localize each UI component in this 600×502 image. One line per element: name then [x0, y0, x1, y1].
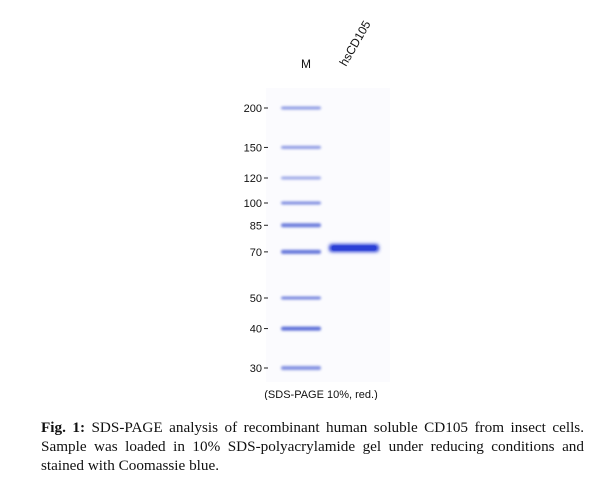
marker-band [281, 249, 321, 254]
gel-note: (SDS-PAGE 10%, red.) [264, 389, 378, 400]
marker-band [281, 176, 321, 180]
mw-label: 40 [250, 324, 262, 336]
mw-label: 85 [250, 220, 262, 232]
sample-lane [329, 244, 379, 253]
sds-page-gel-figure: M hsCD105 200 150 120 100 85 70 50 40 30 (SDS-PA… [243, 17, 390, 400]
lane-label-marker: M [301, 57, 311, 71]
marker-band [281, 296, 321, 300]
mw-label: 100 [244, 198, 262, 210]
marker-lane [281, 106, 321, 370]
mw-label: 150 [244, 142, 262, 154]
marker-band [281, 366, 321, 370]
mw-label: 30 [250, 363, 262, 375]
figure-caption-label: Fig. 1: [41, 419, 86, 436]
marker-band [281, 201, 321, 205]
mw-label: 70 [250, 247, 262, 259]
marker-band [281, 145, 321, 149]
lane-label-sample: hsCD105 [336, 18, 373, 69]
mw-label: 120 [244, 173, 262, 185]
marker-band [281, 223, 321, 228]
figure-caption-text: SDS-PAGE analysis of recombinant human s… [41, 419, 584, 474]
marker-band [281, 106, 321, 110]
gel-background [266, 88, 390, 382]
mw-label: 50 [250, 293, 262, 305]
mw-axis-labels: 200 150 120 100 85 70 50 40 30 [244, 103, 268, 375]
figure-caption: Fig. 1: SDS-PAGE analysis of recombinant… [41, 418, 584, 475]
marker-band [281, 326, 321, 331]
sample-band-core [332, 245, 376, 251]
mw-label: 200 [244, 103, 262, 115]
